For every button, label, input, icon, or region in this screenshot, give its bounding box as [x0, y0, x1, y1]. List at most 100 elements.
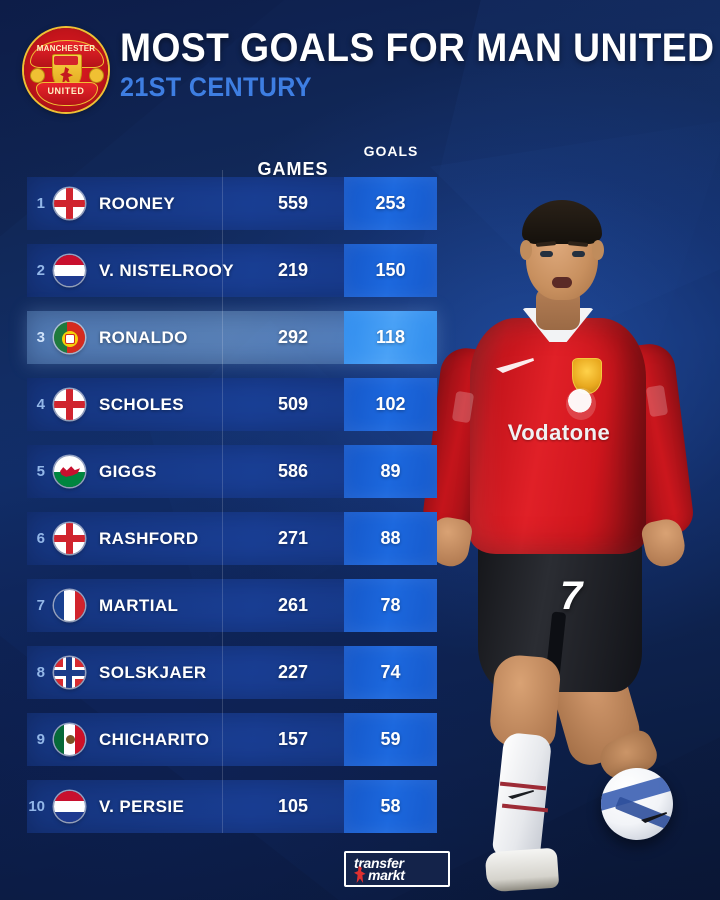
manchester-united-crest-icon: MANCHESTER UNITED — [24, 28, 108, 112]
row-rank: 2 — [36, 262, 45, 279]
player-right-eye — [572, 251, 585, 257]
nike-swoosh-icon — [508, 790, 534, 799]
row-games-value: 586 — [277, 461, 309, 481]
row-goals-value: 88 — [380, 528, 401, 548]
player-torso — [470, 318, 646, 554]
row-games-value: 292 — [277, 327, 309, 347]
row-goals-cell: 253 — [344, 177, 437, 230]
row-player-name: SOLSKJAER — [99, 663, 207, 682]
table-row[interactable]: 10 V. PERSIE 105 58 — [27, 780, 437, 833]
row-goals-cell: 89 — [344, 445, 437, 498]
row-rank: 4 — [36, 396, 45, 413]
row-games-value: 271 — [277, 528, 309, 548]
shirt-number: 7 — [560, 574, 583, 618]
row-player-name: V. NISTELROOY — [99, 261, 234, 280]
table-row[interactable]: 6 RASHFORD 271 88 — [27, 512, 437, 565]
row-player-name: CHICHARITO — [99, 730, 210, 749]
transfermarkt-logo-line2: markt — [368, 867, 405, 883]
row-rank: 3 — [36, 329, 45, 346]
row-rank: 5 — [36, 463, 45, 480]
row-player-name: GIGGS — [99, 462, 157, 481]
table-row[interactable]: 2 V. NISTELROOY 219 150 — [27, 244, 437, 297]
header: MANCHESTER UNITED MOST GOALS FOR MAN UNI… — [0, 0, 720, 130]
flag-england-icon — [54, 188, 85, 219]
flag-mexico-icon — [54, 724, 85, 755]
page-title: MOST GOALS FOR MAN UNITED — [120, 26, 715, 70]
transfermarkt-logo[interactable]: transfer markt — [344, 851, 450, 887]
row-rank: 9 — [36, 731, 45, 748]
shirt-sponsor-text: Vodatone — [507, 420, 611, 445]
row-games-value: 559 — [277, 193, 309, 213]
row-games-value: 157 — [277, 729, 309, 749]
player-left-ear — [520, 240, 532, 260]
crest-bottom-band — [36, 82, 98, 106]
crest-ship — [54, 56, 78, 65]
column-header-games: GAMES — [257, 159, 329, 179]
flag-england-icon — [54, 389, 85, 420]
football-icon — [601, 768, 673, 840]
row-goals-value: 58 — [380, 796, 401, 816]
row-rank: 6 — [36, 530, 45, 547]
row-goals-value: 89 — [380, 461, 401, 481]
row-goals-cell: 58 — [344, 780, 437, 833]
nike-swoosh-ball-icon — [641, 812, 667, 823]
player-left-sock — [491, 731, 553, 861]
flag-netherlands-icon — [54, 255, 85, 286]
row-goals-cell: 78 — [344, 579, 437, 632]
crest-right-football — [89, 68, 104, 83]
row-games-value: 509 — [277, 394, 309, 414]
page-subtitle: 21ST CENTURY — [120, 72, 312, 102]
ranking-table: GAMES GOALS 1 ROONEY 559 253 2 V. NISTELROOY 2… — [27, 143, 437, 833]
row-games-value: 227 — [277, 662, 309, 682]
player-left-eye — [540, 251, 553, 257]
player-photo: 7 Vodatone — [420, 120, 720, 900]
row-goals-cell: 150 — [344, 244, 437, 297]
player-left-boot — [484, 847, 560, 893]
table-row[interactable]: 5 GIGGS 586 89 — [27, 445, 437, 498]
player-mouth — [552, 277, 572, 288]
row-games-value: 219 — [277, 260, 309, 280]
row-rank: 10 — [28, 798, 45, 815]
flag-france-icon — [54, 590, 85, 621]
row-goals-value: 59 — [380, 729, 401, 749]
transfermarkt-figure-icon — [354, 866, 366, 883]
row-rank: 1 — [36, 195, 45, 212]
row-rank: 7 — [36, 597, 45, 614]
row-games-value: 261 — [277, 595, 309, 615]
row-goals-value: 150 — [375, 260, 406, 280]
row-goals-value: 118 — [375, 327, 406, 347]
transfermarkt-logo-line1: transfer — [354, 855, 404, 871]
player-hair — [522, 200, 602, 244]
row-goals-value: 253 — [375, 193, 406, 213]
row-player-name: MARTIAL — [99, 596, 179, 615]
flag-portugal-icon — [54, 322, 85, 353]
table-row[interactable]: 8 SOLSKJAER 227 74 — [27, 646, 437, 699]
row-goals-cell: 102 — [344, 378, 437, 431]
row-player-name: RONALDO — [99, 328, 188, 347]
flag-norway-icon — [54, 657, 85, 688]
row-player-name: RASHFORD — [99, 529, 199, 548]
row-player-name: ROONEY — [99, 194, 176, 213]
table-row[interactable]: 7 MARTIAL 261 78 — [27, 579, 437, 632]
row-goals-cell: 59 — [344, 713, 437, 766]
title-block: MOST GOALS FOR MAN UNITED 21ST CENTURY — [120, 26, 715, 102]
player-right-ear — [592, 240, 604, 260]
row-rank: 8 — [36, 664, 45, 681]
column-header-goals: GOALS — [363, 143, 419, 159]
row-games-value: 105 — [277, 796, 309, 816]
table-row[interactable]: 9 CHICHARITO 157 59 — [27, 713, 437, 766]
row-goals-value: 102 — [375, 394, 406, 414]
flag-england-icon — [54, 523, 85, 554]
table-row[interactable]: 3 RONALDO 292 118 — [27, 311, 437, 364]
crest-top-text: MANCHESTER — [36, 44, 96, 53]
row-goals-value: 74 — [380, 662, 401, 682]
row-goals-cell: 118 — [344, 311, 437, 364]
column-divider — [222, 170, 223, 833]
crest-bottom-text: UNITED — [47, 86, 85, 96]
row-player-name: SCHOLES — [99, 395, 184, 414]
table-row[interactable]: 4 SCHOLES 509 102 — [27, 378, 437, 431]
table-row[interactable]: 1 ROONEY 559 253 — [27, 177, 437, 230]
flag-wales-icon — [54, 456, 85, 487]
flag-netherlands-icon — [54, 791, 85, 822]
